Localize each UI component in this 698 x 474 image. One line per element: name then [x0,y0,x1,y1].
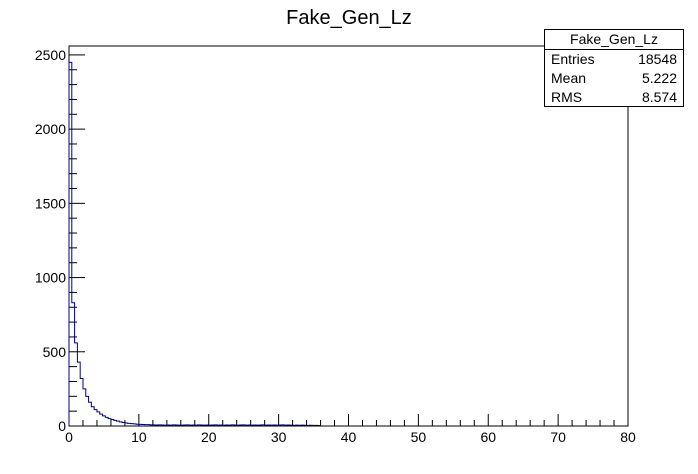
x-tick-label: 30 [271,429,287,445]
stats-label: Entries [551,51,595,67]
y-tick-label: 2000 [35,121,66,137]
stats-row-rms: RMS 8.574 [545,88,683,107]
y-tick-label: 1000 [35,270,66,286]
x-tick-label: 70 [550,429,566,445]
x-tick-label: 40 [341,429,357,445]
x-tick-label: 50 [411,429,427,445]
tick-labels: 0 10 20 30 40 50 60 70 80 0 500 1000 1500 2000 2500 [35,47,636,445]
stats-label: RMS [551,89,583,105]
stats-label: Mean [551,70,587,86]
histogram-line [68,61,322,427]
stats-box: Fake_Gen_Lz Entries 18548 Mean 5.222 RMS… [544,29,684,107]
y-tick-label: 500 [43,344,67,360]
axis-ticks [68,54,629,427]
x-tick-label: 80 [620,429,636,445]
x-tick-label: 20 [201,429,217,445]
stats-value: 8.574 [641,89,677,105]
y-tick-label: 2500 [35,47,66,63]
x-tick-label: 0 [65,429,73,445]
stats-value: 18548 [638,51,677,67]
stats-row-entries: Entries 18548 [545,50,683,69]
x-tick-label: 60 [480,429,496,445]
y-tick-label: 0 [58,418,66,434]
chart-title: Fake_Gen_Lz [286,7,412,29]
y-tick-label: 1500 [35,195,66,211]
x-tick-label: 10 [131,429,147,445]
stats-title: Fake_Gen_Lz [545,30,683,50]
stats-row-mean: Mean 5.222 [545,69,683,88]
stats-value: 5.222 [641,70,677,86]
